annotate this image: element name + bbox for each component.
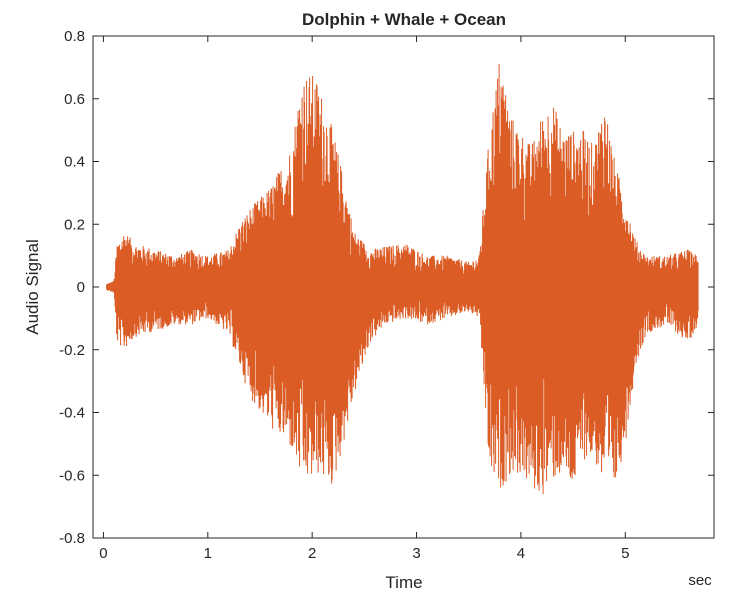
audio-signal-line [106,64,699,495]
chart-title: Dolphin + Whale + Ocean [302,10,506,29]
y-tick-label: 0.2 [64,216,85,233]
x-axis-unit-label: sec [688,572,712,589]
x-tick-label: 1 [204,545,212,562]
x-tick-label: 3 [412,545,420,562]
y-axis-ticks: -0.8 -0.6 -0.4 -0.2 0 0.2 0.4 0.6 0.8 [59,28,714,547]
audio-signal-series [106,64,699,495]
plot-area [92,35,715,539]
x-tick-label: 4 [517,545,525,562]
x-axis-ticks: 0 1 2 3 4 5 [99,36,629,562]
y-tick-label: -0.6 [59,467,85,484]
x-axis-label: Time [385,573,422,592]
y-axis-label: Audio Signal [23,239,42,334]
x-tick-label: 2 [308,545,316,562]
y-tick-label: 0.4 [64,154,85,171]
y-tick-label: -0.2 [59,342,85,359]
y-tick-label: 0.8 [64,28,85,45]
x-tick-label: 0 [99,545,107,562]
x-tick-label: 5 [621,545,629,562]
y-tick-label: 0 [77,279,85,296]
y-tick-label: -0.4 [59,405,85,422]
y-tick-label: 0.6 [64,91,85,108]
y-tick-label: -0.8 [59,530,85,547]
